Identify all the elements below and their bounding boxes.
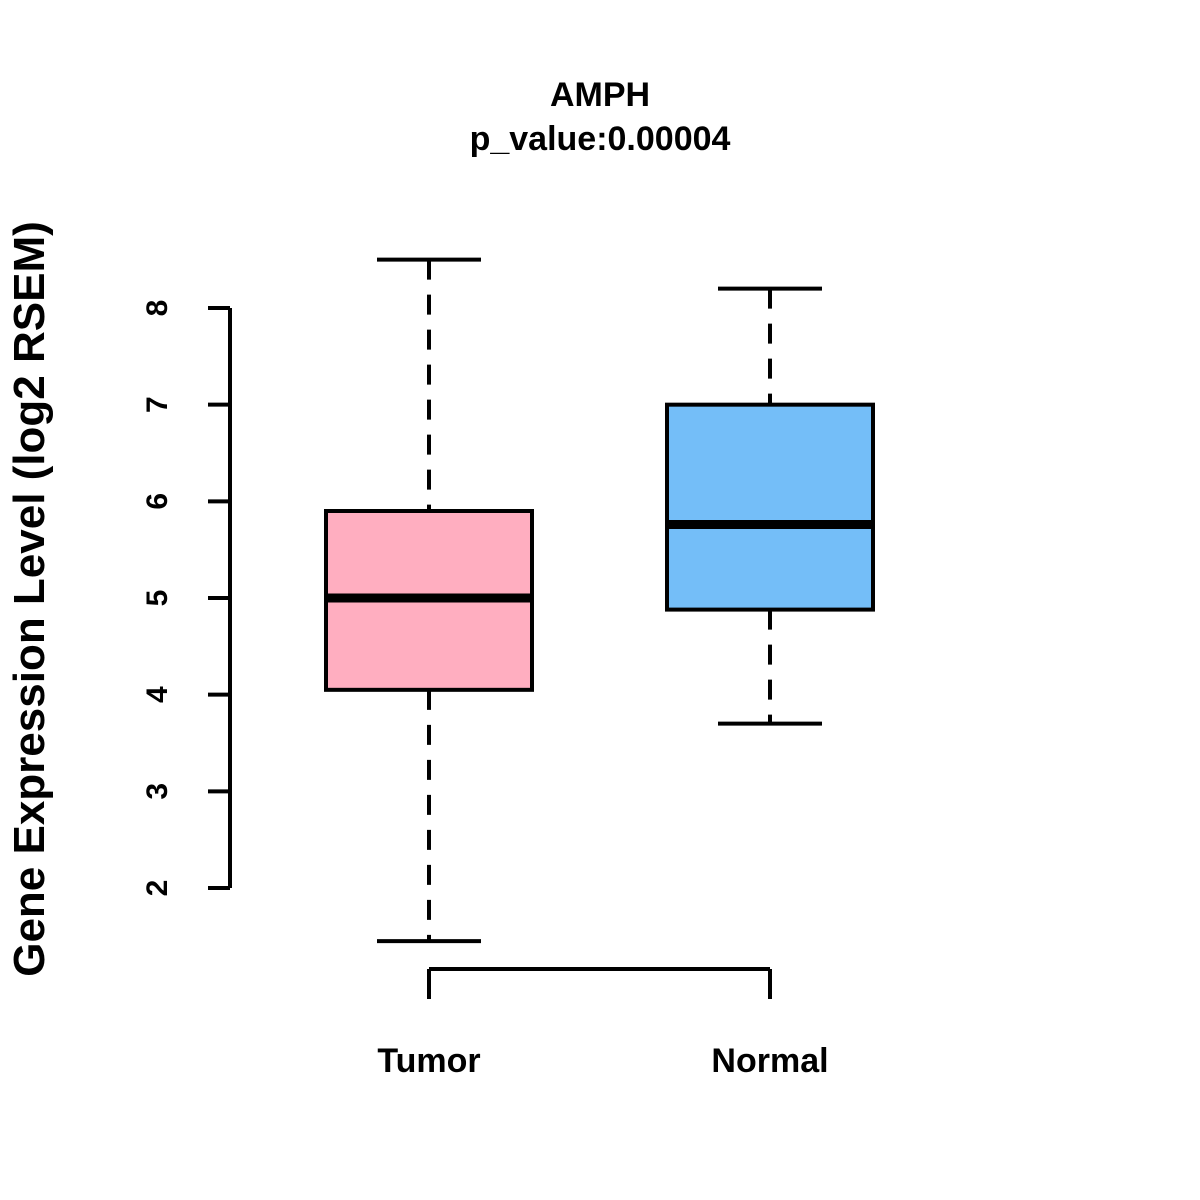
x-axis-category-label: Tumor xyxy=(377,1042,480,1080)
x-axis-category-label: Normal xyxy=(711,1042,828,1080)
y-axis-tick-label: 5 xyxy=(141,590,174,607)
y-axis-tick-label: 8 xyxy=(141,300,174,317)
y-axis-tick-label: 2 xyxy=(141,880,174,897)
y-axis-tick-label: 6 xyxy=(141,493,174,510)
y-axis-tick-label: 7 xyxy=(141,396,174,413)
y-axis-tick-label: 4 xyxy=(141,686,174,703)
chart-subtitle: p_value:0.00004 xyxy=(469,120,731,158)
chart-title: AMPH xyxy=(549,76,651,114)
box-normal xyxy=(665,402,875,612)
y-axis-tick-label: 3 xyxy=(141,783,174,800)
